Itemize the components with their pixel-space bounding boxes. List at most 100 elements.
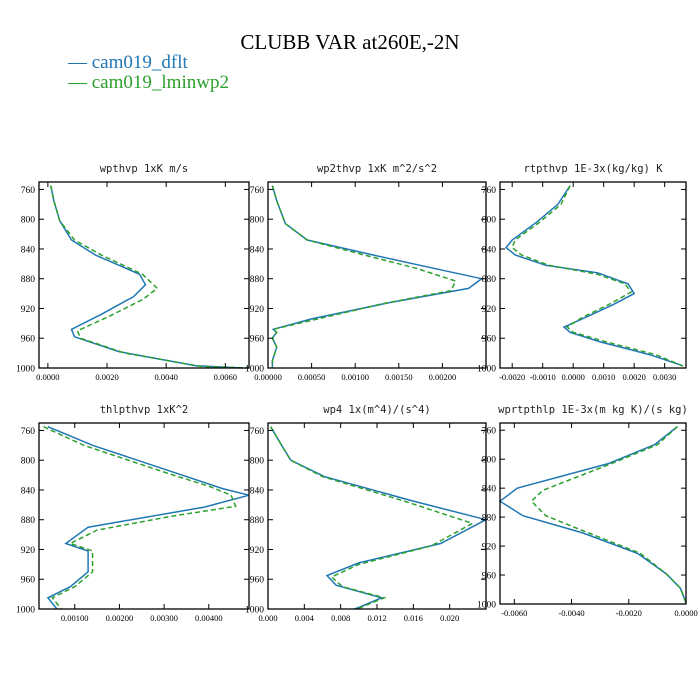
x-tick-label: 0.0000 <box>561 372 584 382</box>
subplot-6: wprtpthlp 1E-3x(m kg K)/(s kg) 760 800 840 8… <box>477 404 698 618</box>
plot-frame <box>38 181 250 369</box>
x-tick-label: 0.020 <box>440 613 459 623</box>
plot-frame <box>499 422 687 605</box>
x-tick-label: 0.00300 <box>150 613 178 623</box>
y-tick-label: 1000 <box>16 606 35 616</box>
y-tick-label: 840 <box>482 245 497 255</box>
x-tick-label: 0.00200 <box>429 372 457 382</box>
y-tick-label: 800 <box>250 457 265 467</box>
subplot-title: wp4 1x(m^4)/(s^4) <box>323 404 430 416</box>
y-tick-label: 840 <box>21 486 36 496</box>
y-tick-label: 800 <box>482 216 497 226</box>
subplot-title: rtpthvp 1E-3x(kg/kg) K <box>523 163 663 175</box>
plot-frame <box>499 181 687 369</box>
series-line-cam019_lminwp2 <box>43 426 237 610</box>
y-tick-label: 840 <box>21 245 36 255</box>
x-tick-label: -0.0060 <box>501 608 527 618</box>
x-tick-label: 0.0030 <box>653 372 676 382</box>
y-tick-label: 920 <box>21 546 36 556</box>
subplot-3: rtpthvp 1E-3x(kg/kg) K 760 800 840 880 920 960… <box>477 163 687 382</box>
x-tick-label: -0.0020 <box>616 608 642 618</box>
y-tick-label: 880 <box>21 275 36 285</box>
y-tick-label: 840 <box>482 485 497 495</box>
series-line-cam019_dflt <box>50 185 244 369</box>
y-tick-label: 880 <box>250 516 265 526</box>
x-tick-label: 0.004 <box>295 613 315 623</box>
y-tick-label: 960 <box>21 335 36 345</box>
legend-label-dflt: cam019_dflt <box>91 52 188 73</box>
y-tick-label: 920 <box>482 305 497 315</box>
y-tick-label: 960 <box>482 572 497 582</box>
y-tick-label: 880 <box>482 275 497 285</box>
subplot-4: thlpthvp 1xK^2 760 800 840 880 920 960 1000 0.00… <box>16 404 250 623</box>
subplot-title: wp2thvp 1xK m^2/s^2 <box>317 163 437 175</box>
x-tick-label: 0.00050 <box>298 372 326 382</box>
series-line-cam019_lminwp2 <box>511 185 687 368</box>
subplot-title: thlpthvp 1xK^2 <box>100 404 189 416</box>
series-line-cam019_dflt <box>505 185 684 367</box>
y-tick-label: 960 <box>250 576 265 586</box>
subplot-2: wp2thvp 1xK m^2/s^2 760 800 840 880 920 960 100… <box>245 163 487 382</box>
subplot-title: wprtpthlp 1E-3x(m kg K)/(s kg) <box>498 404 688 416</box>
series-line-cam019_lminwp2 <box>50 185 250 369</box>
subplot-title: wpthvp 1xK m/s <box>100 163 189 175</box>
subplot-1: wpthvp 1xK m/s76080084088092096010000.00… <box>16 163 250 382</box>
figure-title: CLUBB VAR at260E,-2N <box>240 30 460 54</box>
y-tick-label: 920 <box>250 305 265 315</box>
y-tick-label: 1000 <box>477 365 496 375</box>
subplot-5: wp4 1x(m^4)/(s^4)76080084088092096010000… <box>245 404 489 623</box>
y-tick-label: 1000 <box>477 601 496 611</box>
series-line-cam019_lminwp2 <box>271 185 457 368</box>
y-tick-label: 760 <box>482 427 497 437</box>
y-tick-label: 800 <box>250 216 265 226</box>
y-tick-label: 880 <box>482 514 497 524</box>
x-tick-label: 0.0000 <box>36 372 59 382</box>
y-tick-label: 880 <box>21 516 36 526</box>
y-tick-label: 760 <box>250 427 265 437</box>
y-tick-label: 800 <box>21 216 36 226</box>
series-line-cam019_dflt <box>46 426 250 610</box>
y-tick-label: 880 <box>250 275 265 285</box>
x-tick-label: 0.000 <box>258 613 277 623</box>
x-tick-label: 0.00000 <box>254 372 282 382</box>
x-tick-label: 0.016 <box>404 613 423 623</box>
legend-entry-lminwp2: — cam019_lminwp2 <box>68 72 229 94</box>
series-line-cam019_dflt <box>270 426 489 610</box>
x-tick-label: -0.0040 <box>558 608 584 618</box>
x-tick-label: 0.0020 <box>622 372 645 382</box>
x-tick-label: 0.00200 <box>106 613 134 623</box>
y-tick-label: 760 <box>482 186 497 196</box>
x-tick-label: 0.00100 <box>61 613 89 623</box>
legend-entry-dflt: — cam019_dflt <box>68 52 188 74</box>
plot-frame <box>267 422 487 610</box>
y-tick-label: 960 <box>482 335 497 345</box>
x-tick-label: 0.008 <box>331 613 350 623</box>
x-tick-label: 0.0040 <box>154 372 177 382</box>
x-tick-label: 0.012 <box>367 613 386 623</box>
series-line-cam019_dflt <box>498 426 687 603</box>
x-tick-label: 0.0020 <box>95 372 118 382</box>
y-tick-label: 920 <box>21 305 36 315</box>
y-tick-label: 800 <box>482 456 497 466</box>
x-tick-label: -0.0010 <box>530 372 556 382</box>
plot-frame <box>38 422 250 610</box>
y-tick-label: 1000 <box>245 365 264 375</box>
plot-frame <box>267 181 487 369</box>
y-tick-label: 760 <box>21 186 36 196</box>
x-tick-label: 0.0010 <box>592 372 615 382</box>
x-tick-label: -0.0020 <box>499 372 525 382</box>
y-tick-label: 1000 <box>16 365 35 375</box>
x-tick-label: 0.00400 <box>195 613 223 623</box>
y-tick-label: 840 <box>250 245 265 255</box>
series-line-cam019_lminwp2 <box>270 426 475 610</box>
x-tick-label: 0.0000 <box>674 608 697 618</box>
y-tick-label: 960 <box>21 576 36 586</box>
y-tick-label: 960 <box>250 335 265 345</box>
y-tick-label: 920 <box>250 546 265 556</box>
y-tick-label: 760 <box>21 427 36 437</box>
x-tick-label: 0.0060 <box>214 372 237 382</box>
legend-line-dflt: — <box>68 52 87 73</box>
series-line-cam019_dflt <box>271 185 484 368</box>
y-tick-label: 1000 <box>245 606 264 616</box>
